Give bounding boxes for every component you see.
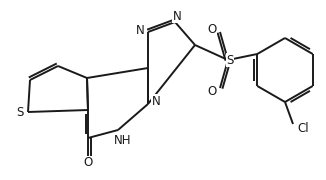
Text: N: N: [173, 10, 181, 22]
Text: S: S: [16, 105, 24, 118]
Text: O: O: [83, 156, 93, 170]
Text: Cl: Cl: [297, 123, 309, 136]
Text: N: N: [136, 24, 144, 37]
Text: S: S: [226, 53, 234, 66]
Text: O: O: [207, 22, 216, 35]
Text: N: N: [152, 94, 160, 107]
Text: NH: NH: [114, 134, 132, 147]
Text: O: O: [207, 84, 216, 98]
